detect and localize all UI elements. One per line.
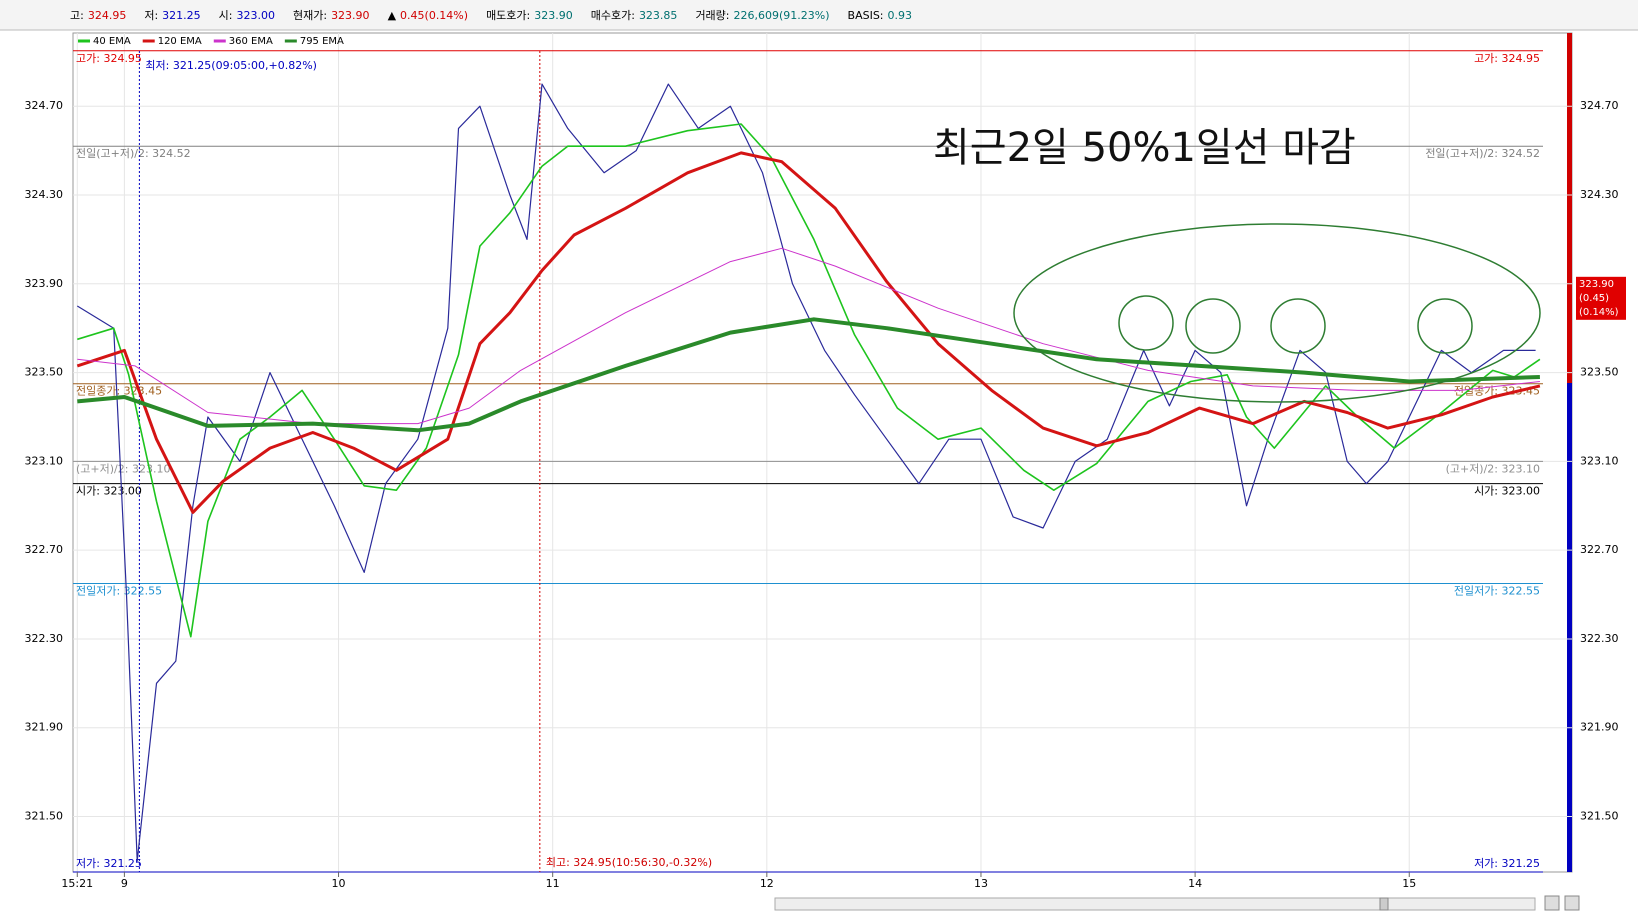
reference-label-right: 저가: 321.25 xyxy=(1474,857,1540,870)
header-value: 323.00 xyxy=(236,9,275,22)
reference-label: 전일저가: 322.55 xyxy=(76,583,162,597)
reference-label: (고+저)/2: 323.10 xyxy=(76,462,170,475)
header-bar xyxy=(0,0,1638,30)
zoom-button[interactable] xyxy=(1564,895,1580,911)
side-bar-down xyxy=(1567,383,1572,872)
price-line xyxy=(76,83,1536,862)
y-tick-label: 323.90 xyxy=(25,277,64,290)
y-tick-label: 322.70 xyxy=(25,543,64,556)
reference-label-right: 고가: 324.95 xyxy=(1474,52,1540,65)
y-tick-label: 321.90 xyxy=(25,721,64,734)
y-tick-label: 322.30 xyxy=(25,632,64,645)
y-tick-label: 324.30 xyxy=(25,188,64,201)
annotation: 최저: 321.25(09:05:00,+0.82%) xyxy=(145,59,317,72)
y-tick-label-right: 323.50 xyxy=(1580,366,1619,379)
reference-label-right: (고+저)/2: 323.10 xyxy=(1446,462,1540,475)
last-price-label: (0.14%) xyxy=(1579,307,1619,318)
y-tick-label: 321.50 xyxy=(25,810,64,823)
header-value: 323.90 xyxy=(331,9,370,22)
header-label: ▲ xyxy=(388,9,397,22)
reference-label: 시가: 323.00 xyxy=(76,485,142,498)
header-value: 324.95 xyxy=(88,9,127,22)
header-value: 323.85 xyxy=(639,9,678,22)
ema-line xyxy=(76,151,1541,514)
y-tick-label-right: 324.70 xyxy=(1580,99,1619,112)
legend-label: 360 EMA xyxy=(229,36,273,47)
last-price-label: 323.90 xyxy=(1579,279,1614,290)
highlight-circle xyxy=(1118,295,1174,351)
x-tick-label: 10 xyxy=(332,877,346,890)
header-label: 저: xyxy=(144,9,158,22)
reference-label-right: 전일종가: 323.45 xyxy=(1454,384,1540,398)
y-tick-label-right: 324.30 xyxy=(1580,188,1619,201)
reference-label: 전일(고+저)/2: 324.52 xyxy=(76,146,191,160)
reference-label: 고가: 324.95 xyxy=(76,52,142,65)
y-tick-label: 323.50 xyxy=(25,366,64,379)
scroll-thumb[interactable] xyxy=(1379,897,1389,911)
header-label: 매도호가: xyxy=(486,9,530,22)
legend-label: 120 EMA xyxy=(158,36,202,47)
y-tick-label-right: 322.70 xyxy=(1580,543,1619,556)
x-tick-label: 15 xyxy=(1402,877,1416,890)
header-label: 고: xyxy=(70,9,84,22)
scrollbar[interactable] xyxy=(774,897,1536,911)
zoom-button[interactable] xyxy=(1544,895,1560,911)
header-label: 시: xyxy=(219,9,233,22)
plot-area: 고가: 324.95 고가: 324.95 전일(고+저)/2: 324.52 전일(… xyxy=(73,33,1572,873)
reference-label-right: 전일(고+저)/2: 324.52 xyxy=(1425,146,1540,160)
header-label: 거래량: xyxy=(695,9,729,22)
header-value: 321.25 xyxy=(162,9,201,22)
x-tick-label: 11 xyxy=(546,877,560,890)
header-value: 323.90 xyxy=(534,9,573,22)
y-tick-label-right: 323.10 xyxy=(1580,454,1619,467)
header-value: 0.93 xyxy=(888,9,913,22)
side-bar-up xyxy=(1567,33,1572,383)
header-label: 매수호가: xyxy=(591,9,635,22)
legend-label: 795 EMA xyxy=(300,36,344,47)
note: 최근2일 50%1일선 마감 xyxy=(933,125,1356,171)
x-tick-label: 14 xyxy=(1188,877,1202,890)
y-tick-label: 324.70 xyxy=(25,99,64,112)
last-price-label: (0.45) xyxy=(1579,293,1609,304)
legend-label: 40 EMA xyxy=(93,36,131,47)
highlight-marks xyxy=(1013,223,1541,403)
x-tick-label: 12 xyxy=(760,877,774,890)
ema-line xyxy=(77,317,1540,433)
header-label: 현재가: xyxy=(293,9,327,22)
y-tick-label-right: 321.90 xyxy=(1580,721,1619,734)
header-value: 226,609(91.23%) xyxy=(734,9,830,22)
reference-label: 저가: 321.25 xyxy=(76,857,142,870)
highlight-circle xyxy=(1417,298,1473,354)
x-tick-label: 13 xyxy=(974,877,988,890)
y-tick-label-right: 322.30 xyxy=(1580,632,1619,645)
header-label: BASIS: xyxy=(848,9,884,22)
x-tick-label: 15:21 xyxy=(61,877,93,890)
annotation: 최고: 324.95(10:56:30,-0.32%) xyxy=(546,856,712,869)
highlight-ellipse xyxy=(1013,223,1541,403)
ema-line xyxy=(77,247,1540,425)
reference-label-right: 시가: 323.00 xyxy=(1474,485,1540,498)
x-tick-label: 9 xyxy=(121,877,128,890)
highlight-circle xyxy=(1270,298,1326,354)
y-tick-label: 323.10 xyxy=(25,454,64,467)
ema-line xyxy=(77,123,1541,638)
reference-label-right: 전일저가: 322.55 xyxy=(1454,583,1540,597)
highlight-circle xyxy=(1185,298,1241,354)
last-price-box xyxy=(1576,276,1626,320)
header-value: 0.45(0.14%) xyxy=(400,9,468,22)
y-tick-label-right: 321.50 xyxy=(1580,810,1619,823)
